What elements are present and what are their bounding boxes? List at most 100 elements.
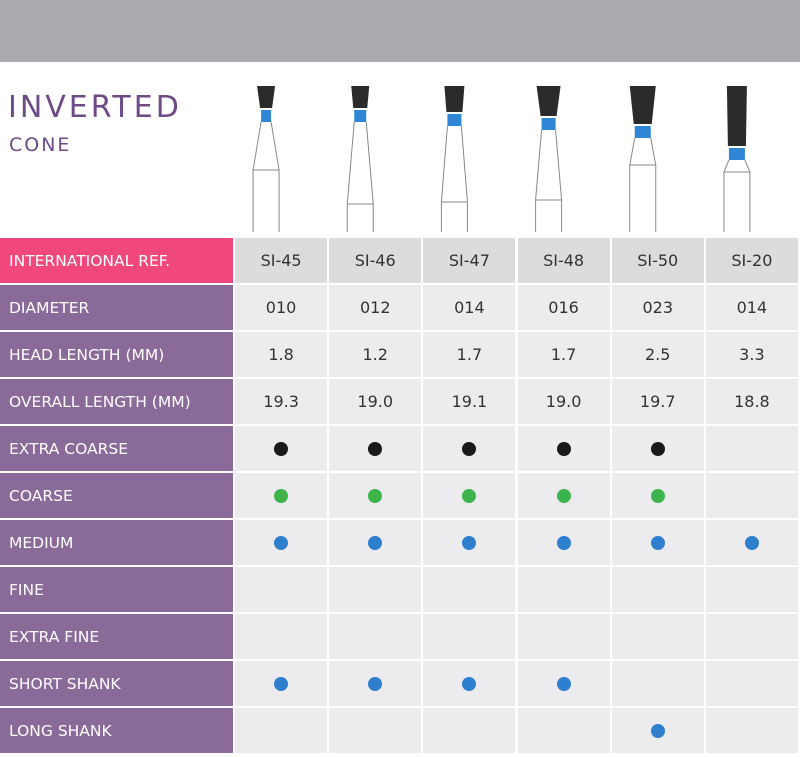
cell <box>329 426 422 471</box>
cell: 012 <box>329 285 422 330</box>
dot <box>744 535 759 550</box>
cell <box>423 614 516 659</box>
cell <box>329 708 422 753</box>
cell <box>517 708 610 753</box>
dot <box>462 535 477 550</box>
top-band <box>0 0 800 62</box>
cell: 19.0 <box>517 379 610 424</box>
cell <box>517 520 610 565</box>
row-label: MEDIUM <box>0 520 233 565</box>
cell <box>329 520 422 565</box>
cell <box>517 614 610 659</box>
title: INVERTED <box>8 90 182 125</box>
subtitle: CONE <box>9 134 72 156</box>
column-header: SI-45 <box>235 238 328 283</box>
column-header: SI-46 <box>329 238 422 283</box>
cell <box>705 520 798 565</box>
cell: 19.1 <box>423 379 516 424</box>
dot <box>274 488 289 503</box>
cell <box>423 661 516 706</box>
table-row: EXTRA FINE <box>0 614 800 661</box>
cell <box>705 426 798 471</box>
row-label: INTERNATIONAL REF. <box>0 238 233 283</box>
bur-head <box>444 86 465 112</box>
column-header: SI-50 <box>611 238 704 283</box>
row-label: LONG SHANK <box>0 708 233 753</box>
table-row: MEDIUM <box>0 520 800 567</box>
cell <box>611 473 704 518</box>
row-label: HEAD LENGTH (MM) <box>0 332 233 377</box>
cell: 19.0 <box>329 379 422 424</box>
table-row: EXTRA COARSE <box>0 426 800 473</box>
cell: 18.8 <box>705 379 798 424</box>
dot <box>368 676 383 691</box>
bur-band <box>634 126 651 138</box>
cell: 010 <box>235 285 328 330</box>
cell: 1.7 <box>423 332 516 377</box>
cell <box>235 567 328 612</box>
table-row: LONG SHANK <box>0 708 800 755</box>
dot <box>650 441 665 456</box>
table-row: FINE <box>0 567 800 614</box>
dot <box>368 441 383 456</box>
row-label: SHORT SHANK <box>0 661 233 706</box>
cell <box>423 473 516 518</box>
row-label: EXTRA COARSE <box>0 426 233 471</box>
cell: 014 <box>423 285 516 330</box>
cell <box>611 661 704 706</box>
bur-head <box>629 86 656 124</box>
bur-shank <box>629 137 657 232</box>
cell <box>705 473 798 518</box>
bur-shank <box>723 159 751 232</box>
bur-band <box>447 114 462 126</box>
table-row: DIAMETER 010 012 014 016 023 014 <box>0 285 800 332</box>
cell <box>235 614 328 659</box>
cell <box>329 661 422 706</box>
cell <box>611 708 704 753</box>
bur-head <box>726 86 747 146</box>
dot <box>650 723 665 738</box>
cell <box>611 520 704 565</box>
column-header: SI-47 <box>423 238 516 283</box>
bur-band <box>261 110 272 122</box>
cell <box>235 426 328 471</box>
cell <box>517 473 610 518</box>
dot <box>274 441 289 456</box>
dot <box>462 441 477 456</box>
cell <box>705 567 798 612</box>
bur-head <box>351 86 370 108</box>
spec-table: INTERNATIONAL REF. SI-45 SI-46 SI-47 SI-48 SI… <box>0 238 800 757</box>
bur-head <box>257 86 276 108</box>
column-header: SI-20 <box>705 238 798 283</box>
cell: 3.3 <box>705 332 798 377</box>
cell: 014 <box>705 285 798 330</box>
cell: 2.5 <box>611 332 704 377</box>
row-label: EXTRA FINE <box>0 614 233 659</box>
dot <box>650 535 665 550</box>
dot <box>274 676 289 691</box>
dot <box>556 488 571 503</box>
dot <box>462 676 477 691</box>
bur-shank <box>440 125 468 232</box>
cell: 1.7 <box>517 332 610 377</box>
bur-head <box>536 86 561 116</box>
cell <box>517 426 610 471</box>
cell <box>329 473 422 518</box>
cell: 023 <box>611 285 704 330</box>
cell <box>329 614 422 659</box>
cell <box>329 567 422 612</box>
dot <box>556 535 571 550</box>
cell <box>611 614 704 659</box>
row-label: OVERALL LENGTH (MM) <box>0 379 233 424</box>
dot <box>368 535 383 550</box>
bur-band <box>354 110 367 122</box>
cell <box>423 426 516 471</box>
cell: 016 <box>517 285 610 330</box>
cell <box>235 520 328 565</box>
bur-illustrations <box>252 86 751 232</box>
table-row: COARSE <box>0 473 800 520</box>
dot <box>556 676 571 691</box>
cell <box>235 661 328 706</box>
cell <box>611 567 704 612</box>
header-row: INTERNATIONAL REF. SI-45 SI-46 SI-47 SI-48 SI… <box>0 238 800 285</box>
